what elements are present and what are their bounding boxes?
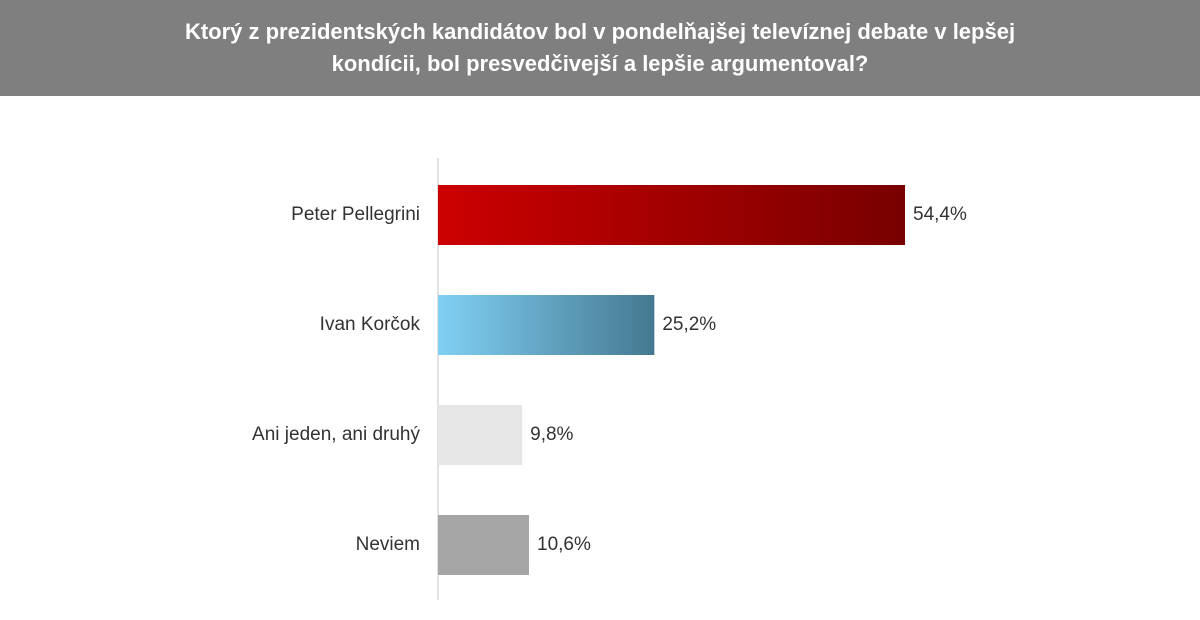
category-label: Peter Pellegrini	[291, 204, 420, 225]
bar	[438, 405, 523, 465]
bar	[438, 295, 655, 355]
category-label: Ani jeden, ani druhý	[252, 424, 420, 445]
header: Ktorý z prezidentských kandidátov bol v …	[0, 0, 1200, 96]
category-label: Neviem	[356, 534, 420, 555]
value-label: 54,4%	[913, 204, 967, 225]
chart-title: Ktorý z prezidentských kandidátov bol v …	[184, 19, 1016, 76]
bar	[438, 185, 906, 245]
value-label: 9,8%	[530, 424, 573, 445]
category-label: Ivan Korčok	[320, 314, 421, 335]
value-label: 25,2%	[662, 314, 716, 335]
value-label: 10,6%	[537, 534, 591, 555]
bar	[438, 515, 530, 575]
